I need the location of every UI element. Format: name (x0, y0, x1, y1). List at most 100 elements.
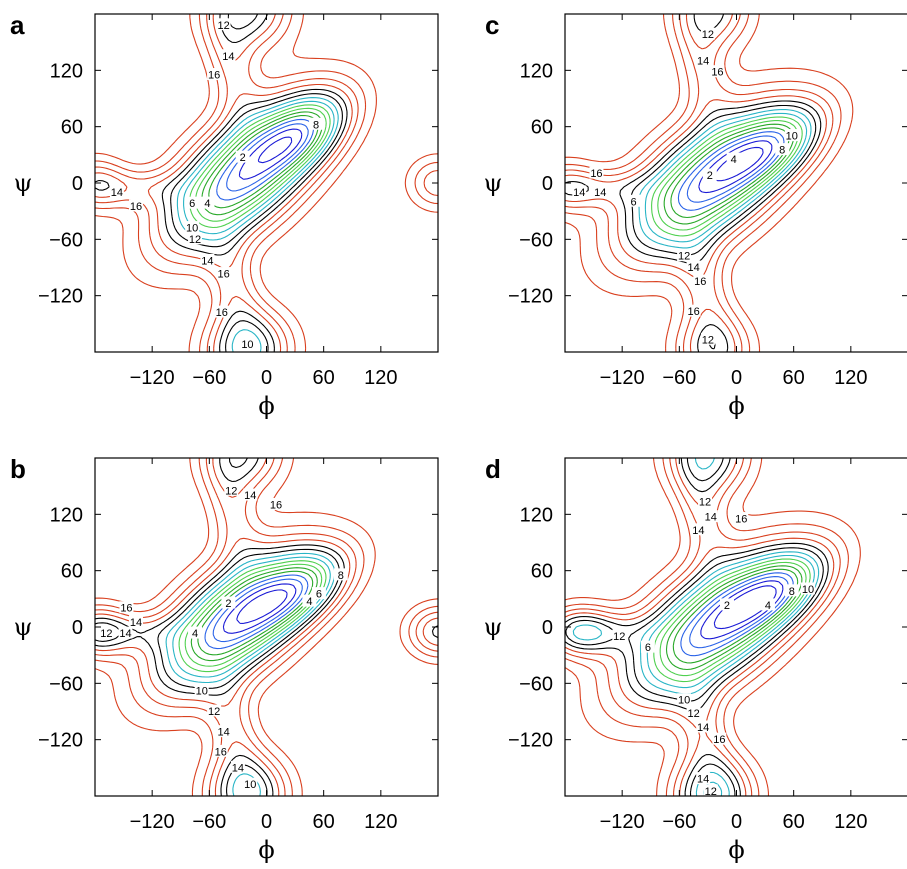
contour-label: 16 (590, 168, 602, 180)
contour-label: 10 (244, 779, 256, 791)
contour-level-5 (672, 568, 799, 664)
contour-level-16 (565, 458, 861, 796)
contour-label: 14 (692, 525, 704, 537)
x-tick-label: 120 (364, 811, 397, 833)
contour-level-4 (216, 118, 314, 201)
contour-label: 12 (189, 234, 201, 246)
contour-label: 4 (765, 600, 771, 612)
contour-label: 14 (201, 255, 213, 267)
contour-label: 14 (697, 774, 709, 786)
contour-label: 4 (306, 596, 312, 608)
contour-level-11 (630, 104, 817, 350)
x-tick-label: 0 (261, 811, 272, 833)
contour-label-bg (696, 53, 711, 66)
y-tick-label: 60 (61, 561, 83, 583)
contour-level-13 (95, 458, 438, 796)
contour-level-3 (226, 123, 309, 192)
contour-level-8 (653, 558, 811, 683)
y-tick-label: −120 (38, 730, 83, 752)
contour-level-4 (204, 574, 309, 650)
panel-letter-b: b (10, 454, 26, 484)
x-tick-label: 60 (313, 811, 335, 833)
contour-label: 12 (702, 334, 714, 346)
x-tick-label: 0 (261, 367, 272, 389)
contour-level-14 (565, 458, 841, 796)
contour-label: 8 (789, 586, 795, 598)
contour-label-bg (216, 267, 231, 280)
x-tick-label: 60 (313, 367, 335, 389)
contour-label-bg (691, 523, 706, 536)
contour-label-bg (235, 150, 250, 163)
y-tick-label: 60 (531, 117, 553, 139)
contour-label: 14 (573, 187, 585, 199)
contour-label: 14 (244, 490, 256, 502)
y-tick-label: −120 (508, 730, 553, 752)
contour-level-1 (257, 136, 293, 164)
contour-label-bg (677, 693, 692, 706)
plot-frame-a (94, 13, 439, 353)
contour-level-4 (677, 131, 785, 211)
contour-label-bg (686, 260, 701, 273)
contour-level-7 (195, 107, 327, 222)
contour-label: 16 (120, 603, 132, 615)
contour-label: 2 (225, 598, 231, 610)
contour-label-bg (726, 152, 741, 165)
contour-label: 16 (208, 70, 220, 82)
contour-level-10 (638, 108, 812, 249)
contour-label-bg (207, 68, 222, 81)
contour-level-15 (95, 14, 438, 352)
contour-level-3 (689, 576, 789, 649)
contour-label: 12 (225, 485, 237, 497)
contour-label-bg (719, 598, 734, 611)
x-tick-label: 60 (783, 367, 805, 389)
contour-label: 10 (678, 695, 690, 707)
x-tick-label: −120 (130, 367, 175, 389)
contour-label: 6 (316, 589, 322, 601)
contour-label-bg (216, 18, 231, 31)
contour-label-bg (109, 185, 124, 198)
contour-label-bg (784, 584, 799, 597)
contour-label-bg (775, 143, 790, 156)
contour-level-14 (565, 14, 834, 352)
contour-level-1 (236, 589, 288, 624)
x-tick-label: −60 (662, 811, 696, 833)
contour-level-13 (565, 458, 835, 796)
x-tick-label: 60 (783, 811, 805, 833)
contour-label-bg (224, 483, 239, 496)
contour-label-bg (309, 117, 324, 130)
contour-level-11 (170, 14, 343, 352)
contour-label-bg (693, 274, 708, 287)
contour-label: 10 (786, 131, 798, 143)
y-tick-label: 120 (520, 504, 553, 526)
contour-label-bg (572, 185, 587, 198)
contour-label-bg (128, 615, 143, 628)
x-tick-label: −60 (662, 367, 696, 389)
y-axis-label: ψ (14, 169, 33, 197)
y-axis-label: ψ (484, 169, 503, 197)
contour-label-bg (686, 304, 701, 317)
contour-label-bg (194, 683, 209, 696)
plot-frame-d (564, 457, 907, 797)
contour-label: 2 (707, 170, 713, 182)
contour-label: 16 (216, 307, 228, 319)
contour-level-15 (95, 458, 438, 796)
contour-level-2 (222, 583, 297, 634)
contour-label-bg (589, 166, 604, 179)
contour-label: 12 (218, 20, 230, 32)
contour-label: 8 (313, 119, 319, 131)
contour-label: 12 (678, 251, 690, 263)
y-tick-label: −60 (519, 673, 553, 695)
contour-level-8 (651, 116, 803, 237)
contour-label-bg (213, 744, 228, 757)
contour-label-bg (128, 199, 143, 212)
contour-label: 16 (688, 306, 700, 318)
y-tick-label: 0 (72, 617, 83, 639)
contour-level-6 (201, 111, 323, 216)
contour-label: 14 (594, 187, 606, 199)
contour-label-bg (185, 196, 200, 209)
contour-label: 14 (218, 727, 230, 739)
contour-label: 10 (196, 685, 208, 697)
x-tick-label: −60 (192, 367, 226, 389)
